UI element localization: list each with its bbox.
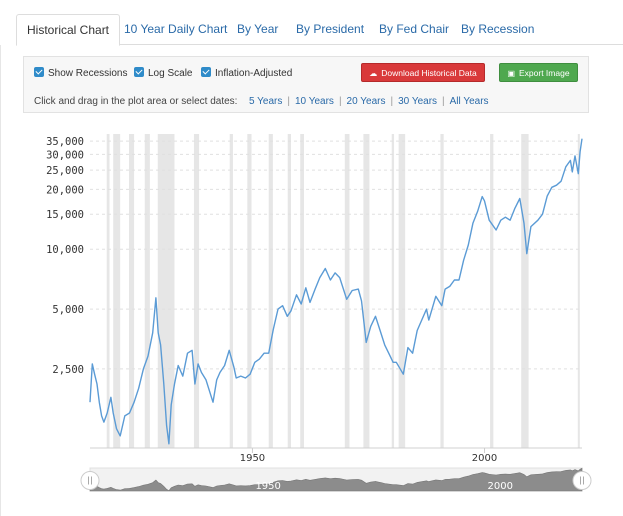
range-30-years[interactable]: 30 Years xyxy=(398,96,438,107)
x-axis-ticks: 1950 2000 xyxy=(240,448,497,464)
y-tick-label: 20,000 xyxy=(46,184,84,196)
y-tick-label: 35,000 xyxy=(46,136,84,148)
y-tick-label: 2,500 xyxy=(52,364,84,376)
checkbox-checked-icon xyxy=(201,67,211,77)
recession-band xyxy=(391,134,395,448)
recession-band xyxy=(247,134,252,448)
image-icon: ▣ xyxy=(507,69,515,78)
recession-band xyxy=(268,134,273,448)
x-tick-label: 2000 xyxy=(472,453,497,464)
tab-by-recession[interactable]: By Recession xyxy=(461,22,535,36)
date-prompt: Click and drag in the plot area or selec… xyxy=(34,96,238,107)
y-tick-label: 25,000 xyxy=(46,165,84,177)
tab-10-year-daily-chart[interactable]: 10 Year Daily Chart xyxy=(124,22,228,36)
checkbox-checked-icon xyxy=(134,67,144,77)
checkbox-label: Show Recessions xyxy=(48,68,128,79)
tab-by-year[interactable]: By Year xyxy=(237,22,279,36)
inflation-adjusted-checkbox[interactable]: Inflation-Adjusted xyxy=(201,67,292,79)
y-tick-label: 5,000 xyxy=(52,304,84,316)
handle-knob[interactable] xyxy=(80,471,100,490)
checkbox-checked-icon xyxy=(34,67,44,77)
recession-band xyxy=(229,134,233,448)
recession-band xyxy=(440,134,444,448)
price-series-line[interactable] xyxy=(89,138,583,445)
tab-historical-chart[interactable]: Historical Chart xyxy=(16,14,121,46)
navigator-tick-label: 1950 xyxy=(255,481,280,492)
checkbox-label: Log Scale xyxy=(148,68,193,79)
recession-band xyxy=(300,134,304,448)
export-image-button[interactable]: ▣ Export Image xyxy=(499,63,578,82)
chart-controls: Show Recessions Log Scale Inflation-Adju… xyxy=(23,56,589,113)
range-10-years[interactable]: 10 Years xyxy=(295,96,334,107)
chart-tabs: Historical Chart 10 Year Daily Chart By … xyxy=(16,14,623,46)
y-tick-label: 30,000 xyxy=(46,149,84,161)
export-button-label: Export Image xyxy=(519,68,570,78)
separator: | xyxy=(442,96,445,107)
range-20-years[interactable]: 20 Years xyxy=(346,96,386,107)
date-range-selector: Click and drag in the plot area or selec… xyxy=(34,96,489,107)
range-navigator[interactable]: 1950 2000 xyxy=(80,467,592,492)
y-tick-label: 10,000 xyxy=(46,244,84,256)
range-5-years[interactable]: 5 Years xyxy=(249,96,283,107)
checkbox-label: Inflation-Adjusted xyxy=(215,68,293,79)
x-tick-label: 1950 xyxy=(240,453,265,464)
navigator-right-handle[interactable] xyxy=(572,471,592,490)
separator: | xyxy=(390,96,394,107)
navigator-series-area xyxy=(89,467,583,492)
recession-band xyxy=(193,134,200,448)
recession-band xyxy=(344,134,350,448)
recession-band xyxy=(144,134,150,448)
recession-band xyxy=(287,134,291,448)
recession-band xyxy=(363,134,370,448)
tab-by-fed-chair[interactable]: By Fed Chair xyxy=(379,22,450,36)
recession-band xyxy=(521,134,529,448)
separator: | xyxy=(287,96,290,107)
navigator-tick-label: 2000 xyxy=(488,481,513,492)
log-scale-checkbox[interactable]: Log Scale xyxy=(134,67,192,79)
range-all-years[interactable]: All Years xyxy=(449,96,489,107)
download-button-label: Download Historical Data xyxy=(381,68,477,78)
recession-band xyxy=(128,134,135,448)
show-recessions-checkbox[interactable]: Show Recessions xyxy=(34,67,127,79)
download-historical-data-button[interactable]: ☁ Download Historical Data xyxy=(361,63,485,82)
navigator-left-handle[interactable] xyxy=(80,471,100,490)
separator: | xyxy=(338,96,342,107)
panel-border xyxy=(0,45,1,516)
handle-knob[interactable] xyxy=(572,471,592,490)
y-tick-label: 15,000 xyxy=(46,209,84,221)
recession-band xyxy=(113,134,121,448)
series-line-layer[interactable] xyxy=(89,138,583,445)
recession-band xyxy=(490,134,494,448)
cloud-download-icon: ☁ xyxy=(369,69,378,78)
recession-band xyxy=(577,134,580,448)
y-axis-ticks: 2,500 5,000 10,000 15,000 20,000 25,000 30,000… xyxy=(46,136,84,376)
gridlines xyxy=(90,140,582,370)
recession-bands xyxy=(106,134,580,448)
recession-band xyxy=(398,134,406,448)
tab-by-president[interactable]: By President xyxy=(296,22,365,36)
recession-band xyxy=(106,134,110,448)
